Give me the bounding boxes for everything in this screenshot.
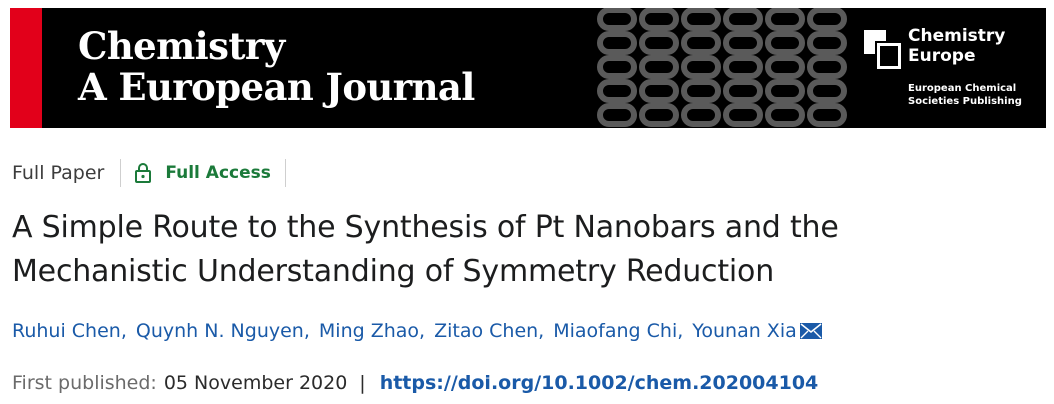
journal-title-line2: A European Journal	[78, 65, 475, 109]
first-published-label: First published:	[12, 372, 157, 394]
chemistry-europe-mark-icon	[864, 30, 902, 70]
author-separator: ,	[303, 320, 310, 342]
pattern-link-shape	[639, 79, 679, 103]
publisher-name-line1: Chemistry	[908, 26, 1006, 46]
author-separator: ,	[419, 320, 426, 342]
pattern-link-shape	[723, 8, 763, 31]
pattern-link-shape	[807, 31, 847, 55]
pattern-link-shape	[807, 79, 847, 103]
pattern-link-shape	[765, 8, 805, 31]
article-meta: Full Paper Full Access	[12, 158, 286, 188]
journal-banner: Chemistry A European Journal Chemistry E…	[10, 8, 1046, 128]
meta-divider-end	[284, 159, 286, 187]
pattern-link-shape	[681, 31, 721, 55]
author-link[interactable]: Ming Zhao	[318, 320, 420, 342]
pattern-link-shape	[723, 79, 763, 103]
author-list: Ruhui Chen, Quynh N. Nguyen, Ming Zhao, …	[12, 320, 822, 342]
publisher-name-line2: Europe	[908, 46, 976, 66]
publisher-name: Chemistry Europe	[908, 26, 1005, 66]
author-separator: ,	[120, 320, 127, 342]
pattern-link-shape	[765, 31, 805, 55]
pattern-link-shape	[765, 103, 805, 127]
pattern-link-shape	[597, 8, 637, 31]
pattern-link-shape	[723, 103, 763, 127]
author-separator: ,	[538, 320, 545, 342]
pattern-link-shape	[597, 31, 637, 55]
journal-title-line1: Chemistry	[78, 24, 285, 68]
pattern-link-shape	[681, 8, 721, 31]
pattern-link-shape	[639, 55, 679, 79]
lock-icon	[135, 163, 152, 183]
pattern-link-shape	[765, 79, 805, 103]
access-badge: Full Access	[135, 163, 271, 183]
pattern-link-shape	[681, 79, 721, 103]
publisher-subtitle-line1: European Chemical	[908, 83, 1017, 94]
author-link[interactable]: Younan Xia	[692, 320, 797, 342]
pattern-link-shape	[639, 31, 679, 55]
pattern-link-shape	[639, 8, 679, 31]
author-link[interactable]: Zitao Chen	[434, 320, 539, 342]
pattern-link-shape	[597, 55, 637, 79]
pattern-link-shape	[723, 31, 763, 55]
banner-red-bar	[10, 8, 42, 128]
pattern-link-shape	[807, 55, 847, 79]
first-published-date: 05 November 2020	[163, 372, 348, 394]
author-link[interactable]: Miaofang Chi	[553, 320, 678, 342]
pattern-link-shape	[807, 8, 847, 31]
journal-title[interactable]: Chemistry A European Journal	[78, 26, 475, 108]
article-type: Full Paper	[12, 162, 105, 184]
publisher-subtitle: European Chemical Societies Publishing	[908, 82, 1022, 108]
pattern-link-shape	[639, 103, 679, 127]
author-link[interactable]: Ruhui Chen	[12, 320, 121, 342]
pattern-link-shape	[597, 103, 637, 127]
banner-decorative-pattern	[597, 8, 847, 127]
chemistry-europe-logo[interactable]: Chemistry Europe European Chemical Socie…	[860, 26, 1040, 116]
pattern-link-shape	[681, 55, 721, 79]
article-title-line1: A Simple Route to the Synthesis of Pt Na…	[12, 210, 839, 245]
access-label: Full Access	[165, 163, 271, 183]
mail-icon[interactable]	[799, 323, 822, 339]
pattern-link-shape	[597, 79, 637, 103]
publisher-subtitle-line2: Societies Publishing	[908, 96, 1022, 107]
pattern-link-shape	[681, 103, 721, 127]
pattern-link-shape	[807, 103, 847, 127]
publication-info: First published: 05 November 2020 | http…	[12, 372, 818, 394]
pub-divider: |	[359, 372, 366, 394]
article-title: A Simple Route to the Synthesis of Pt Na…	[12, 206, 1042, 294]
author-separator: ,	[677, 320, 684, 342]
author-link[interactable]: Quynh N. Nguyen	[135, 320, 304, 342]
doi-link[interactable]: https://doi.org/10.1002/chem.202004104	[379, 372, 819, 394]
pattern-link-shape	[723, 55, 763, 79]
article-title-line2: Mechanistic Understanding of Symmetry Re…	[12, 254, 775, 289]
pattern-link-shape	[765, 55, 805, 79]
meta-divider	[120, 159, 122, 187]
